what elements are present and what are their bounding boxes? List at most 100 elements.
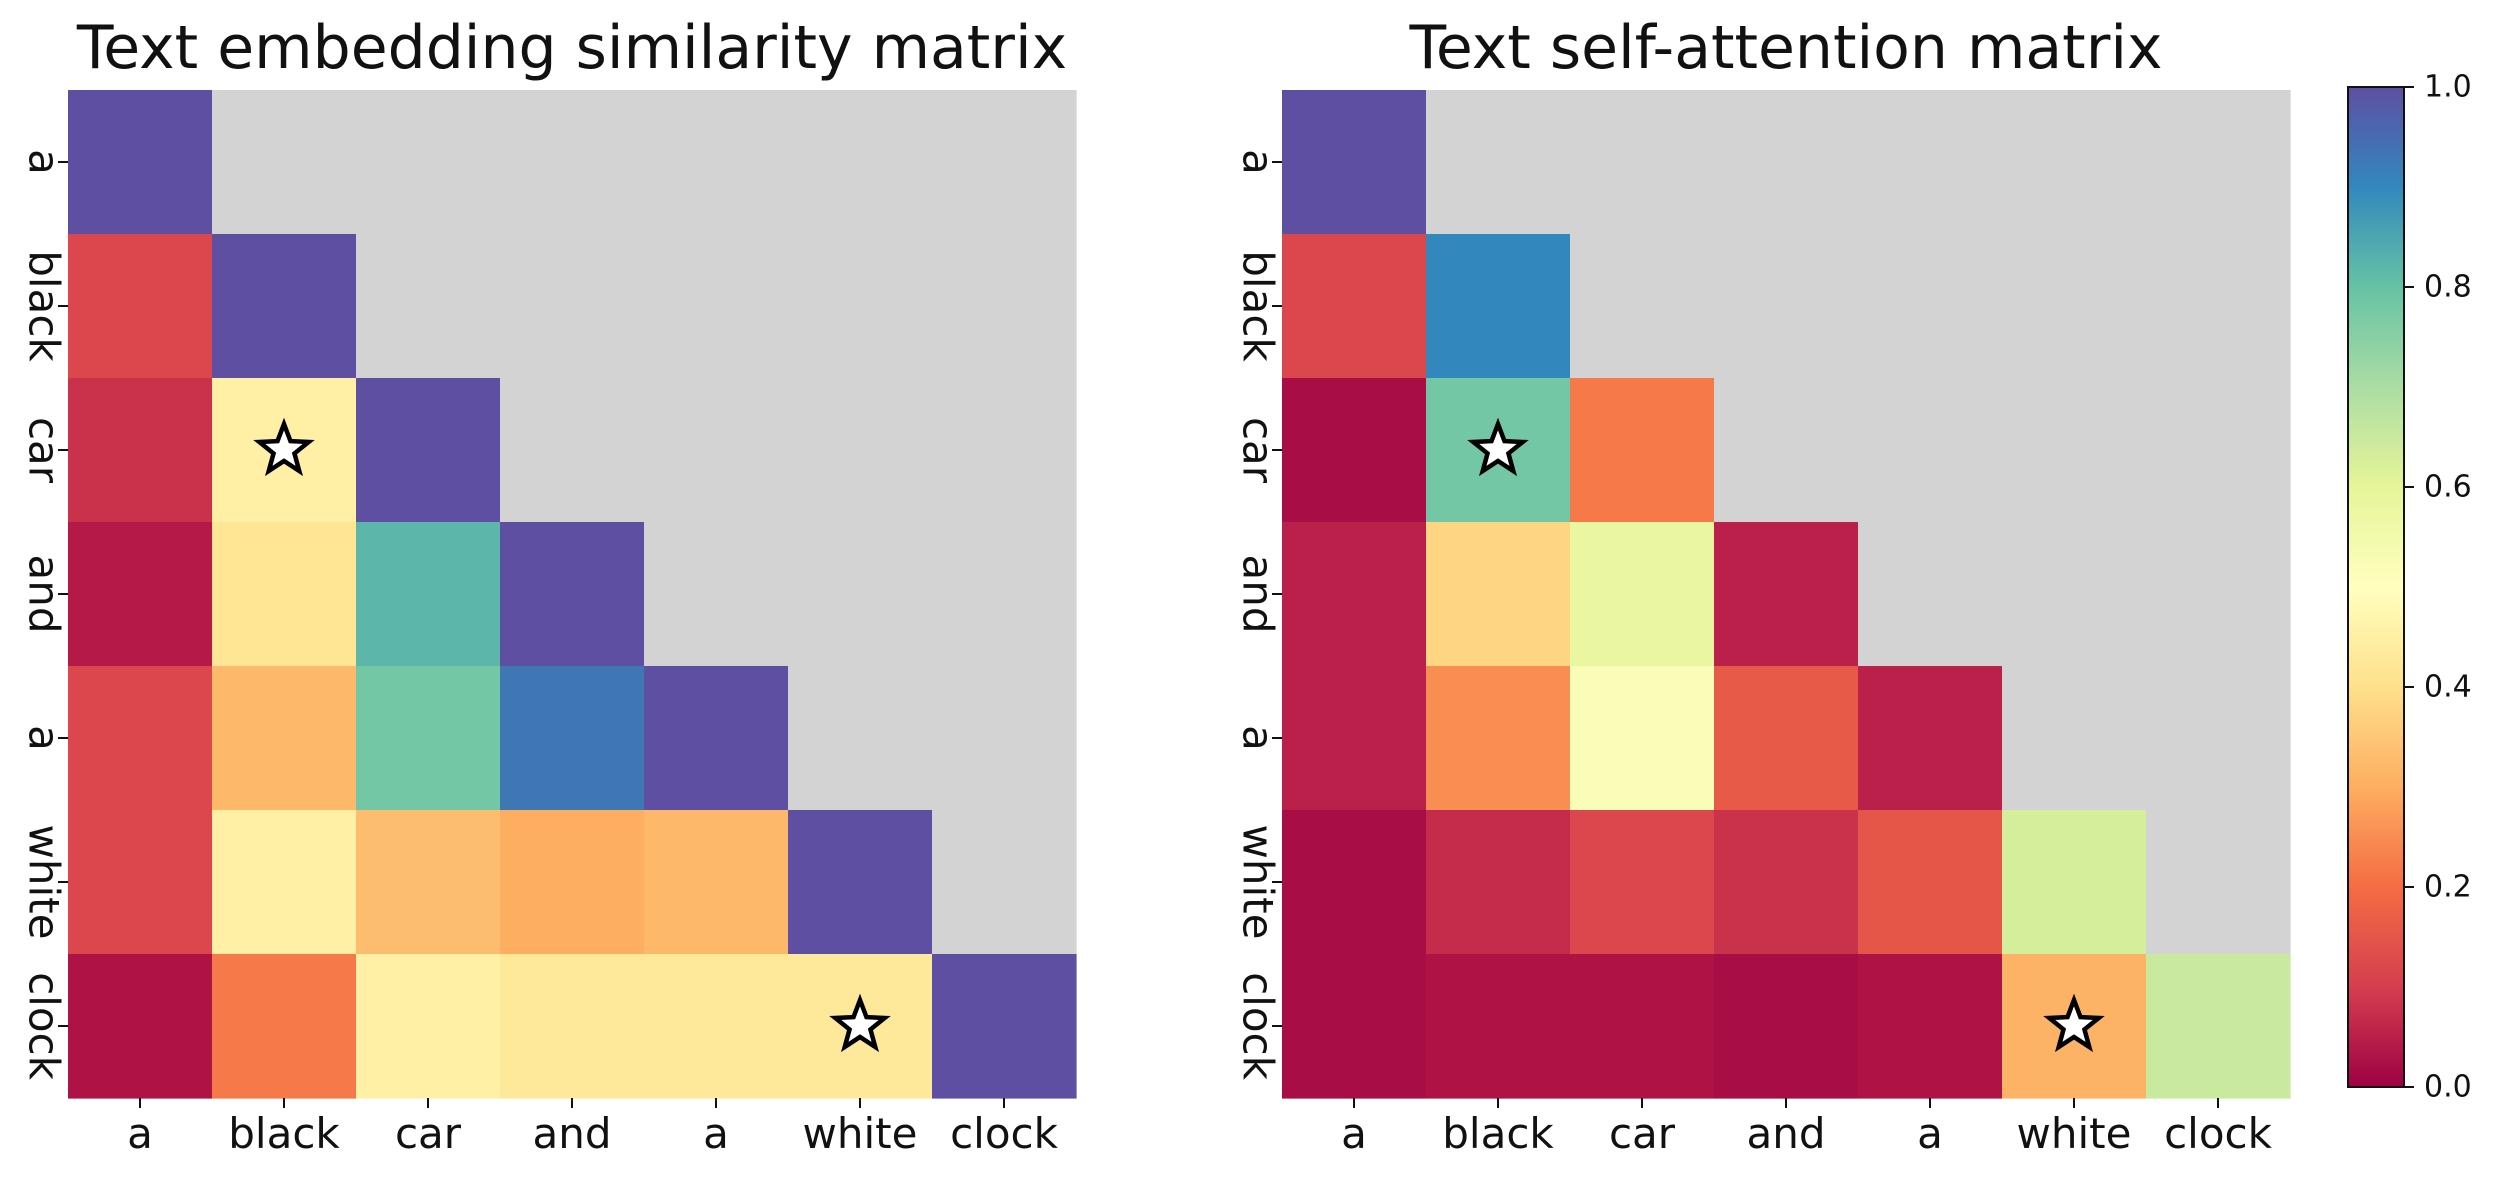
heatmap-cell [500, 522, 645, 667]
heatmap-cell [68, 810, 213, 955]
masked-cell [932, 810, 1077, 955]
heatmap-cell [500, 954, 645, 1099]
heatmap-cell [1426, 234, 1571, 379]
y-tick-label: and [1234, 554, 1283, 633]
x-tick-label: car [395, 1109, 462, 1158]
masked-cell [1570, 90, 1715, 235]
heatmap-cell [212, 954, 357, 1099]
heatmap-cell [212, 522, 357, 667]
heatmap-cell [1282, 378, 1427, 523]
heatmap-cell [644, 954, 789, 1099]
masked-cell [2146, 90, 2291, 235]
masked-cell [2002, 522, 2147, 667]
y-tick-label: white [20, 825, 69, 940]
heatmap-cell [356, 522, 501, 667]
heatmap-cell [1570, 954, 1715, 1099]
masked-cell [1570, 234, 1715, 379]
heatmap-cell [500, 666, 645, 811]
heatmap-cell [1282, 90, 1427, 235]
y-tick-label: a [20, 149, 69, 175]
x-tick-label: a [1917, 1109, 1943, 1158]
y-tick-label: a [20, 725, 69, 751]
colorbar-tick-label: 0.4 [2424, 670, 2472, 705]
heatmap-cell [1714, 522, 1859, 667]
masked-cell [356, 234, 501, 379]
heatmap-cell [1282, 954, 1427, 1099]
colorbar: 0.0 0.2 0.4 0.6 0.8 1.0 [2347, 70, 2472, 1105]
heatmap-cell [1282, 522, 1427, 667]
star-icon [829, 993, 891, 1053]
masked-cell [1426, 90, 1571, 235]
heatmap-cell [2002, 810, 2147, 955]
heatmap-cell [644, 666, 789, 811]
heatmap-cell [1426, 522, 1571, 667]
masked-cell [788, 522, 933, 667]
masked-cell [644, 522, 789, 667]
heatmap-cell [644, 810, 789, 955]
masked-cell [788, 234, 933, 379]
masked-cell [932, 522, 1077, 667]
heatmap-cell [356, 954, 501, 1099]
masked-cell [2146, 666, 2291, 811]
heatmap-cell [1714, 810, 1859, 955]
x-tick-label: a [703, 1109, 729, 1158]
x-tick-label: and [1746, 1109, 1825, 1158]
y-tick-label: car [1234, 417, 1283, 484]
heatmap-cell [356, 666, 501, 811]
heatmap-cell [1714, 666, 1859, 811]
y-tick-label: black [20, 250, 69, 362]
colorbar-tick-label: 0.6 [2424, 470, 2472, 505]
heatmap-cell [1858, 810, 2003, 955]
x-tick-label: car [1609, 1109, 1676, 1158]
y-tick-label: clock [20, 972, 69, 1081]
masked-cell [1714, 90, 1859, 235]
masked-cell [1714, 378, 1859, 523]
heatmap-cell [500, 810, 645, 955]
y-tick-label: a [1234, 149, 1283, 175]
colorbar-gradient [2347, 86, 2405, 1088]
masked-cell [1858, 522, 2003, 667]
x-tick-label: a [1341, 1109, 1367, 1158]
masked-cell [356, 90, 501, 235]
x-tick-label: and [532, 1109, 611, 1158]
heatmap-cell [68, 378, 213, 523]
heatmap-cell [68, 90, 213, 235]
heatmap-cell [788, 810, 933, 955]
masked-cell [1858, 378, 2003, 523]
heatmap-cell [1858, 954, 2003, 1099]
heatmap-cell [1426, 666, 1571, 811]
heatmap-cell [1570, 666, 1715, 811]
y-tick-label: and [20, 554, 69, 633]
heatmap-cell [1282, 234, 1427, 379]
x-tick-label: white [803, 1109, 918, 1158]
masked-cell [788, 378, 933, 523]
heatmap-cell [68, 522, 213, 667]
masked-cell [644, 234, 789, 379]
masked-cell [2002, 378, 2147, 523]
masked-cell [932, 234, 1077, 379]
masked-cell [1714, 234, 1859, 379]
star-icon [2043, 993, 2105, 1053]
heatmap-cell [1282, 810, 1427, 955]
masked-cell [2146, 234, 2291, 379]
heatmap-cell [2146, 954, 2291, 1099]
heatmap-cell [68, 666, 213, 811]
masked-cell [2002, 666, 2147, 811]
y-tick-label: a [1234, 725, 1283, 751]
masked-cell [500, 90, 645, 235]
heatmap-cell [1570, 522, 1715, 667]
colorbar-tick-label: 0.2 [2424, 870, 2472, 905]
heatmap-cell [1282, 666, 1427, 811]
heatmap-cell [356, 378, 501, 523]
masked-cell [2002, 234, 2147, 379]
masked-cell [500, 378, 645, 523]
heatmap-cell [932, 954, 1077, 1099]
chart-title: Text embedding similarity matrix [76, 13, 1067, 83]
self-attention-heatmap: Text self-attention matrix a black car and a… [1234, 13, 2291, 1158]
heatmap-cell [68, 954, 213, 1099]
heatmap-cell [1570, 810, 1715, 955]
y-tick-label: black [1234, 250, 1283, 362]
heatmap-cell [1570, 378, 1715, 523]
colorbar-tick-label: 0.0 [2424, 1070, 2472, 1105]
x-tick-label: black [1442, 1109, 1554, 1158]
